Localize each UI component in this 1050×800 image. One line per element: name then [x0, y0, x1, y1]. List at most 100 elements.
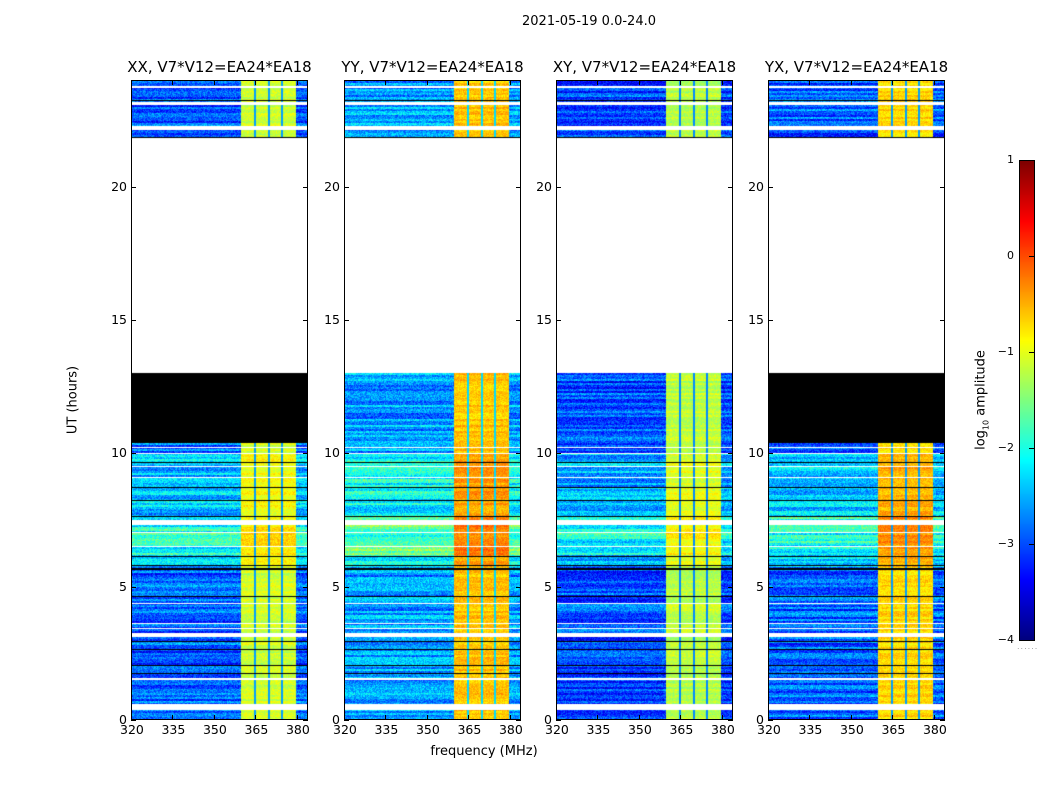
panel-yy: YY, V7*V12=EA24*EA18 frequency (MHz) 320…	[324, 58, 538, 759]
colorbar	[1019, 160, 1035, 641]
y-tick-mark	[516, 320, 521, 321]
y-tick-label: 10	[748, 445, 764, 461]
x-tick-label: 380	[498, 722, 523, 737]
x-tick-mark	[172, 80, 174, 85]
y-tick-label: 10	[324, 445, 340, 461]
x-tick-mark	[509, 80, 511, 85]
panel-xx: XX, V7*V12=EA24*EA18 UT (hours) 320 335 35…	[66, 58, 312, 737]
x-tick-mark	[933, 80, 935, 85]
colorbar-tick-mark	[1029, 640, 1034, 641]
colorbar-tick-mark	[1029, 544, 1034, 545]
panel-title: YY, V7*V12=EA24*EA18	[341, 58, 524, 76]
y-tick-mark	[940, 720, 945, 721]
panel-title: XY, V7*V12=EA24*EA18	[552, 58, 737, 76]
x-tick-label: 335	[586, 722, 611, 737]
x-tick-mark	[721, 80, 723, 85]
x-tick-mark	[296, 80, 298, 85]
x-tick-label: 335	[161, 722, 186, 737]
colorbar-tick-mark	[1029, 448, 1034, 449]
y-tick-mark	[728, 720, 733, 721]
y-tick-mark	[131, 586, 136, 588]
x-tick-mark	[809, 715, 811, 720]
y-tick-mark	[728, 320, 733, 321]
x-tick-mark	[509, 715, 511, 720]
waterfall-plot	[131, 80, 308, 720]
y-tick-mark	[344, 720, 349, 721]
y-tick-mark	[303, 586, 308, 588]
y-tick-mark	[940, 453, 945, 455]
y-tick-label: 20	[748, 178, 764, 194]
heatmap-canvas	[345, 81, 520, 719]
colorbar-tick-label: 0	[1007, 249, 1014, 262]
y-tick-mark	[131, 453, 136, 455]
x-tick-mark	[768, 715, 769, 720]
x-tick-mark	[892, 80, 894, 85]
y-tick-mark	[940, 586, 945, 588]
x-tick-mark	[172, 715, 174, 720]
y-tick-mark	[131, 186, 136, 188]
y-tick-mark	[768, 586, 773, 588]
heatmap-canvas	[769, 81, 944, 719]
x-tick-mark	[680, 80, 682, 85]
y-tick-mark	[556, 320, 561, 321]
y-tick-label: 0	[119, 712, 127, 727]
y-tick-mark	[728, 453, 733, 455]
colorbar-tick-label: −1	[997, 345, 1014, 358]
colorbar-tick-label: 1	[1007, 153, 1014, 166]
y-tick-label: 15	[536, 312, 552, 327]
colorbar-gradient	[1020, 161, 1034, 640]
y-tick-label: 5	[544, 578, 552, 594]
panel-xy: XY, V7*V12=EA24*EA18 320 335 350 365 380 0 5 10…	[536, 58, 736, 737]
y-tick-mark	[344, 320, 349, 321]
x-tick-mark	[131, 715, 132, 720]
x-tick-label: 365	[457, 722, 482, 737]
x-tick-mark	[850, 715, 852, 720]
y-tick-label: 0	[544, 712, 552, 727]
x-tick-mark	[296, 715, 298, 720]
x-tick-label: 320	[757, 722, 781, 737]
x-tick-mark	[344, 80, 345, 85]
y-tick-mark	[556, 720, 561, 721]
x-tick-mark	[255, 80, 257, 85]
y-tick-mark	[940, 320, 945, 321]
y-tick-mark	[728, 186, 733, 188]
y-tick-label: 20	[324, 178, 340, 194]
y-tick-mark	[303, 720, 308, 721]
y-tick-mark	[768, 186, 773, 188]
y-tick-mark	[344, 586, 349, 588]
x-tick-label: 335	[374, 722, 399, 737]
x-tick-mark	[933, 715, 935, 720]
y-tick-label: 5	[332, 578, 340, 594]
y-tick-mark	[556, 453, 561, 455]
y-tick-mark	[131, 320, 136, 321]
x-tick-mark	[680, 715, 682, 720]
y-tick-label: 5	[119, 578, 127, 594]
x-tick-label: 380	[710, 722, 735, 737]
x-tick-mark	[809, 80, 811, 85]
x-tick-mark	[597, 80, 599, 85]
x-tick-label: 320	[333, 722, 357, 737]
colorbar-tick-mark	[1029, 256, 1034, 257]
waterfall-plot	[768, 80, 945, 720]
colorbar-label: log10 amplitude	[973, 350, 991, 450]
x-tick-label: 365	[244, 722, 269, 737]
y-tick-mark	[556, 186, 561, 188]
x-tick-mark	[385, 80, 387, 85]
x-tick-mark	[892, 715, 894, 720]
x-axis-label: frequency (MHz)	[430, 744, 538, 759]
x-tick-mark	[556, 715, 557, 720]
x-tick-mark	[721, 715, 723, 720]
y-tick-label: 15	[324, 312, 340, 327]
y-tick-label: 10	[111, 445, 127, 461]
y-tick-mark	[303, 320, 308, 321]
y-tick-mark	[556, 586, 561, 588]
y-tick-mark	[344, 453, 349, 455]
x-tick-label: 380	[285, 722, 310, 737]
x-tick-mark	[468, 80, 470, 85]
x-tick-mark	[768, 80, 769, 85]
y-tick-mark	[768, 320, 773, 321]
x-tick-mark	[213, 80, 215, 85]
y-tick-label: 10	[536, 445, 552, 461]
x-tick-label: 350	[202, 722, 227, 737]
x-tick-mark	[131, 80, 132, 85]
